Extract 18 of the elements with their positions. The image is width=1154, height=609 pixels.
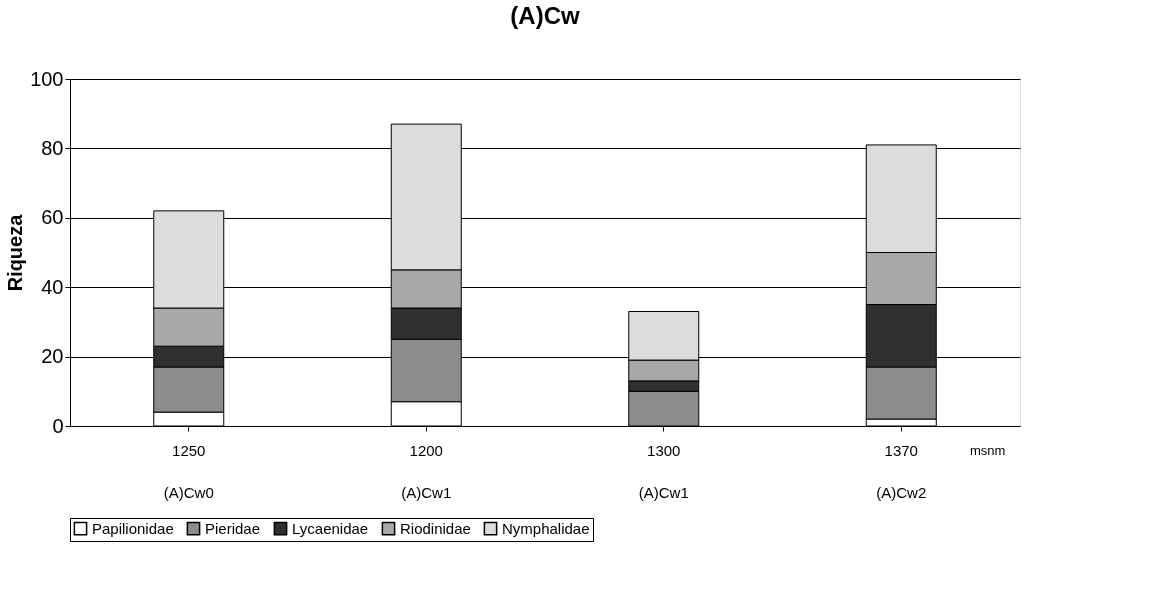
- chart-title: (A)Cw: [510, 2, 580, 29]
- text: msnm: [970, 443, 1006, 458]
- legend-label: Riodinidae: [400, 519, 471, 537]
- y-tick-label: 60: [41, 206, 64, 229]
- y-tick-label: 20: [41, 345, 64, 368]
- category-label: 1300 (A)Cw1: [638, 441, 689, 501]
- y-tick-label: 80: [41, 136, 64, 159]
- y-tick-label: 100: [30, 67, 64, 90]
- legend-label: Lycaenidae: [292, 519, 369, 537]
- legend-label: Nymphalidae: [502, 519, 590, 537]
- y-tick-label: 0: [52, 414, 64, 437]
- category-label: 1200 (A)Cw1: [401, 441, 452, 501]
- y-tick-label: 40: [41, 275, 64, 298]
- y-axis-title: Riqueza: [4, 213, 27, 292]
- legend-label: Pieridae: [205, 519, 261, 537]
- legend-label: Papilionidae: [92, 519, 174, 537]
- category-label: 1250 (A)Cw0: [163, 441, 214, 501]
- category-label: 1370 (A)Cw2: [876, 441, 927, 501]
